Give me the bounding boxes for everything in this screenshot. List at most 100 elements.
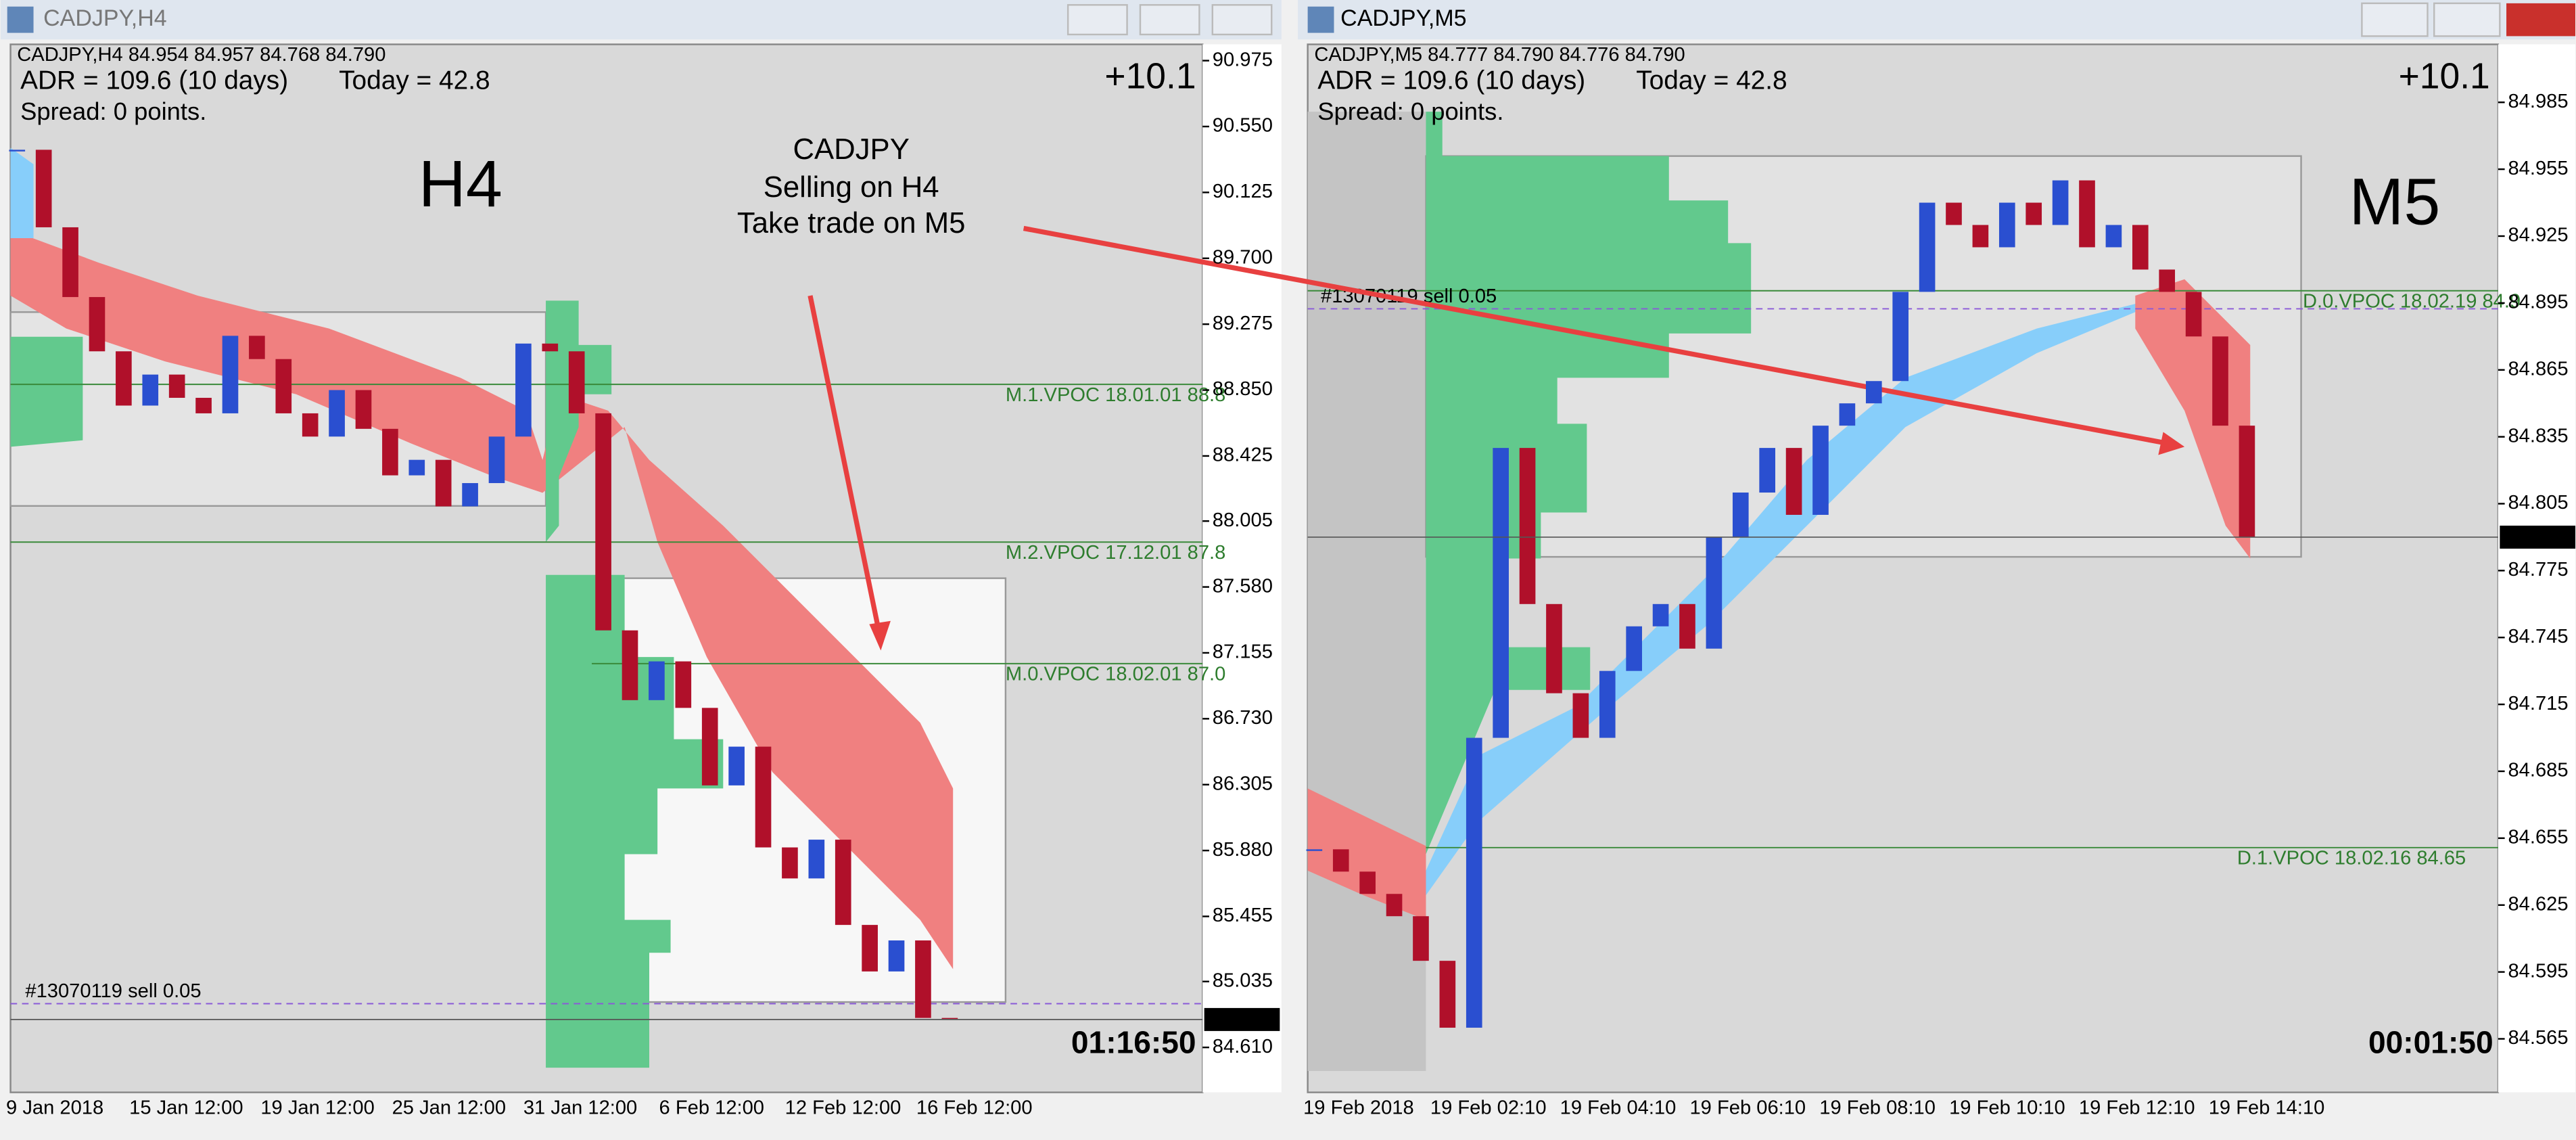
candle xyxy=(302,413,319,437)
x-tick-label: 6 Feb 12:00 xyxy=(659,1097,764,1119)
order-label: #13070119 sell 0.05 xyxy=(25,980,201,1002)
vpoc-label: D.0.VPOC 18.02.19 84.9 xyxy=(2303,290,2521,312)
icon xyxy=(7,6,34,33)
candle xyxy=(249,336,265,359)
icon xyxy=(1307,6,1334,33)
candle xyxy=(1306,849,1323,851)
y-tick-label: 84.595 xyxy=(2508,960,2568,982)
range-box xyxy=(1307,112,1426,1072)
y-tick-label: 84.715 xyxy=(2508,693,2568,714)
timer: 01:16:50 xyxy=(1071,1024,1196,1059)
y-tick-label: 90.975 xyxy=(1213,49,1273,70)
y-tick-label: 84.745 xyxy=(2508,626,2568,647)
x-tick-label: 19 Feb 04:10 xyxy=(1560,1097,1677,1119)
x-tick-label: 19 Jan 12:00 xyxy=(260,1097,374,1119)
candle xyxy=(1892,292,1909,382)
x-tick-label: 15 Jan 12:00 xyxy=(129,1097,243,1119)
candle xyxy=(382,428,398,476)
candle xyxy=(622,630,638,700)
candle xyxy=(408,459,425,476)
candle xyxy=(355,390,372,429)
today: Today = 42.8 xyxy=(1636,66,1787,95)
minimize-button[interactable] xyxy=(2361,2,2429,37)
candle xyxy=(89,297,106,352)
candle xyxy=(1706,537,1723,649)
x-tick-label: 9 Jan 2018 xyxy=(6,1097,103,1119)
candle xyxy=(835,840,851,926)
y-tick-label: 84.805 xyxy=(2508,492,2568,514)
y-tick-label: 84.835 xyxy=(2508,425,2568,447)
candle xyxy=(1413,916,1429,961)
adr: ADR = 109.6 (10 days) xyxy=(1317,66,1585,95)
candle xyxy=(782,847,798,879)
y-tick-label: 84.655 xyxy=(2508,827,2568,848)
maximize-button[interactable] xyxy=(2433,2,2501,37)
candle xyxy=(1759,448,1776,493)
candle xyxy=(1785,448,1802,515)
y-tick-label: 88.850 xyxy=(1213,378,1273,400)
close-button[interactable] xyxy=(2506,3,2576,37)
candle xyxy=(116,351,132,406)
pnl: +10.1 xyxy=(2399,57,2490,97)
candle xyxy=(329,390,345,437)
annotation: CADJPY xyxy=(793,133,909,166)
ribbon-up xyxy=(10,147,34,239)
candle xyxy=(1546,603,1562,693)
candle xyxy=(1386,894,1403,917)
candle xyxy=(1519,448,1536,604)
x-tick-label: 19 Feb 14:10 xyxy=(2209,1097,2325,1119)
timeframe-label: M5 xyxy=(2349,165,2440,239)
candle xyxy=(62,227,78,298)
x-tick-label: 12 Feb 12:00 xyxy=(785,1097,901,1119)
y-tick-label: 84.610 xyxy=(1213,1036,1273,1057)
x-tick-label: 25 Jan 12:00 xyxy=(392,1097,506,1119)
candle xyxy=(595,413,611,631)
spread: Spread: 0 points. xyxy=(1317,97,1503,125)
price-axis xyxy=(1202,44,1282,1093)
x-tick-label: 19 Feb 10:10 xyxy=(1949,1097,2065,1119)
y-tick-label: 84.925 xyxy=(2508,225,2568,246)
minimize-button[interactable] xyxy=(1067,4,1128,36)
candle xyxy=(195,398,212,413)
y-tick-label: 85.035 xyxy=(1213,970,1273,991)
candle xyxy=(2105,225,2122,248)
candle xyxy=(2239,426,2255,537)
window-h4: CADJPY,H4 M.1.VPOC 18.01.01 88.8 M.2.VPO… xyxy=(0,0,1282,1093)
arrow xyxy=(807,295,883,641)
candle xyxy=(862,925,878,972)
y-tick-label: 84.775 xyxy=(2508,559,2568,580)
annotation: Take trade on M5 xyxy=(737,206,966,240)
close-button[interactable] xyxy=(1211,4,1273,36)
symbol-info: CADJPY,H4 84.954 84.957 84.768 84.790 xyxy=(17,44,385,66)
maximize-button[interactable] xyxy=(1139,4,1200,36)
timer: 00:01:50 xyxy=(2368,1024,2493,1059)
window-m5: CADJPY,M5 D.0.VPOC 18.02.19 84.9 D.1.VPO… xyxy=(1298,0,2576,1093)
x-tick-label: 16 Feb 12:00 xyxy=(916,1097,1033,1119)
spread: Spread: 0 points. xyxy=(20,97,206,125)
candle xyxy=(2185,292,2202,337)
y-tick-label: 88.425 xyxy=(1213,444,1273,466)
candle xyxy=(728,746,745,785)
candle xyxy=(1839,403,1856,426)
candle xyxy=(701,708,718,785)
candle xyxy=(808,840,825,879)
vpoc-label: M.0.VPOC 18.02.01 87.0 xyxy=(1006,664,1225,685)
vpoc-label: D.1.VPOC 18.02.16 84.65 xyxy=(2237,848,2466,869)
adr: ADR = 109.6 (10 days) xyxy=(20,66,288,95)
y-tick-label: 84.985 xyxy=(2508,91,2568,112)
candle xyxy=(941,1018,958,1020)
x-tick-label: 19 Feb 02:10 xyxy=(1430,1097,1547,1119)
annotation: Selling on H4 xyxy=(764,170,939,204)
candle xyxy=(1359,871,1376,894)
candle xyxy=(1466,737,1482,1028)
candle xyxy=(1626,626,1642,671)
today: Today = 42.8 xyxy=(339,66,490,95)
candle xyxy=(462,483,478,507)
y-tick-label: 84.865 xyxy=(2508,358,2568,380)
x-tick-label: 19 Feb 06:10 xyxy=(1689,1097,1806,1119)
candle xyxy=(2132,225,2149,270)
volume-profile xyxy=(546,300,612,543)
candle xyxy=(9,150,26,152)
